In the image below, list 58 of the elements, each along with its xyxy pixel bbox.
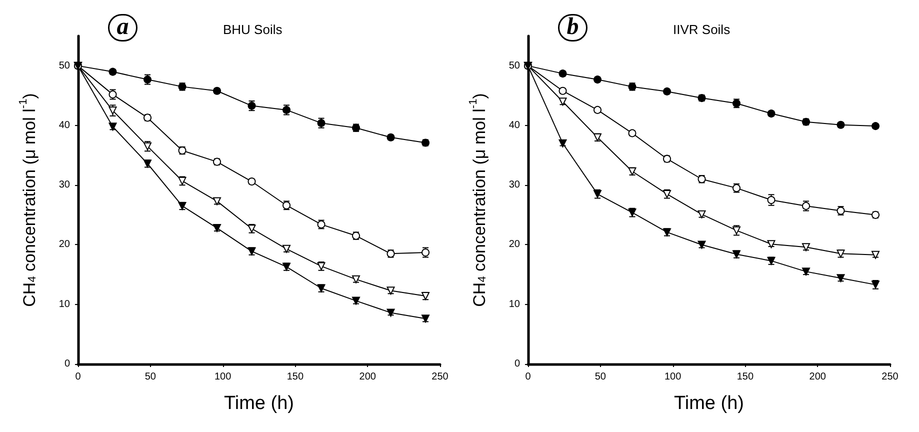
x-tick-label: 250 bbox=[882, 372, 899, 382]
y-tick-label: 30 bbox=[58, 180, 70, 191]
point bbox=[248, 178, 256, 186]
point bbox=[108, 122, 117, 131]
y-tick-label: 10 bbox=[508, 298, 520, 310]
point bbox=[108, 106, 117, 115]
point bbox=[213, 197, 222, 206]
chart-title: BHU Soils bbox=[223, 22, 283, 37]
annotation: b bbox=[566, 14, 579, 40]
x-tick-label: 100 bbox=[214, 372, 232, 382]
point bbox=[422, 314, 430, 323]
x-axis-title: Time (h) bbox=[224, 393, 294, 414]
annotation: a bbox=[116, 14, 129, 40]
y-tick-label: 20 bbox=[508, 239, 520, 250]
x-tick-label: 50 bbox=[144, 372, 156, 382]
point bbox=[213, 86, 222, 95]
point bbox=[802, 268, 810, 276]
y-axis-title: CH4 concentration (μ mol l-1) bbox=[468, 93, 489, 307]
point bbox=[594, 76, 602, 84]
point bbox=[767, 240, 776, 248]
y-tick-label: 0 bbox=[514, 358, 520, 370]
x-tick-label: 150 bbox=[286, 372, 304, 382]
x-axis-title: Time (h) bbox=[674, 393, 744, 414]
point bbox=[663, 87, 672, 96]
y-tick-label: 0 bbox=[64, 358, 70, 370]
point bbox=[698, 240, 706, 249]
point bbox=[386, 286, 395, 295]
point bbox=[213, 224, 222, 232]
x-tick-label: 100 bbox=[664, 372, 682, 382]
point bbox=[558, 98, 567, 106]
x-tick-label: 200 bbox=[809, 372, 826, 382]
point bbox=[836, 274, 845, 282]
point bbox=[594, 106, 602, 114]
y-tick-label: 40 bbox=[58, 120, 70, 131]
chart-title: IIVR Soils bbox=[673, 22, 731, 37]
x-tick-label: 150 bbox=[736, 372, 754, 382]
point bbox=[698, 210, 706, 218]
point bbox=[872, 250, 880, 259]
y-axis-title: CH4 concentration (μ mol l-1) bbox=[18, 93, 39, 307]
x-tick-label: 0 bbox=[75, 372, 82, 382]
point bbox=[767, 196, 776, 204]
y-tick-label: 50 bbox=[58, 60, 70, 72]
x-tick-label: 200 bbox=[359, 372, 376, 382]
y-tick-label: 30 bbox=[508, 180, 520, 191]
y-tick-label: 40 bbox=[508, 120, 520, 131]
point bbox=[386, 308, 395, 317]
point bbox=[282, 244, 291, 253]
point bbox=[558, 139, 567, 148]
point bbox=[872, 122, 880, 130]
x-tick-label: 0 bbox=[525, 372, 532, 382]
point bbox=[352, 296, 360, 305]
point bbox=[802, 243, 810, 252]
y-tick-label: 10 bbox=[58, 298, 70, 310]
y-tick-label: 50 bbox=[508, 60, 520, 72]
x-tick-label: 250 bbox=[432, 372, 449, 382]
point bbox=[352, 275, 360, 284]
x-tick-label: 50 bbox=[594, 372, 606, 382]
y-tick-label: 20 bbox=[58, 239, 70, 250]
